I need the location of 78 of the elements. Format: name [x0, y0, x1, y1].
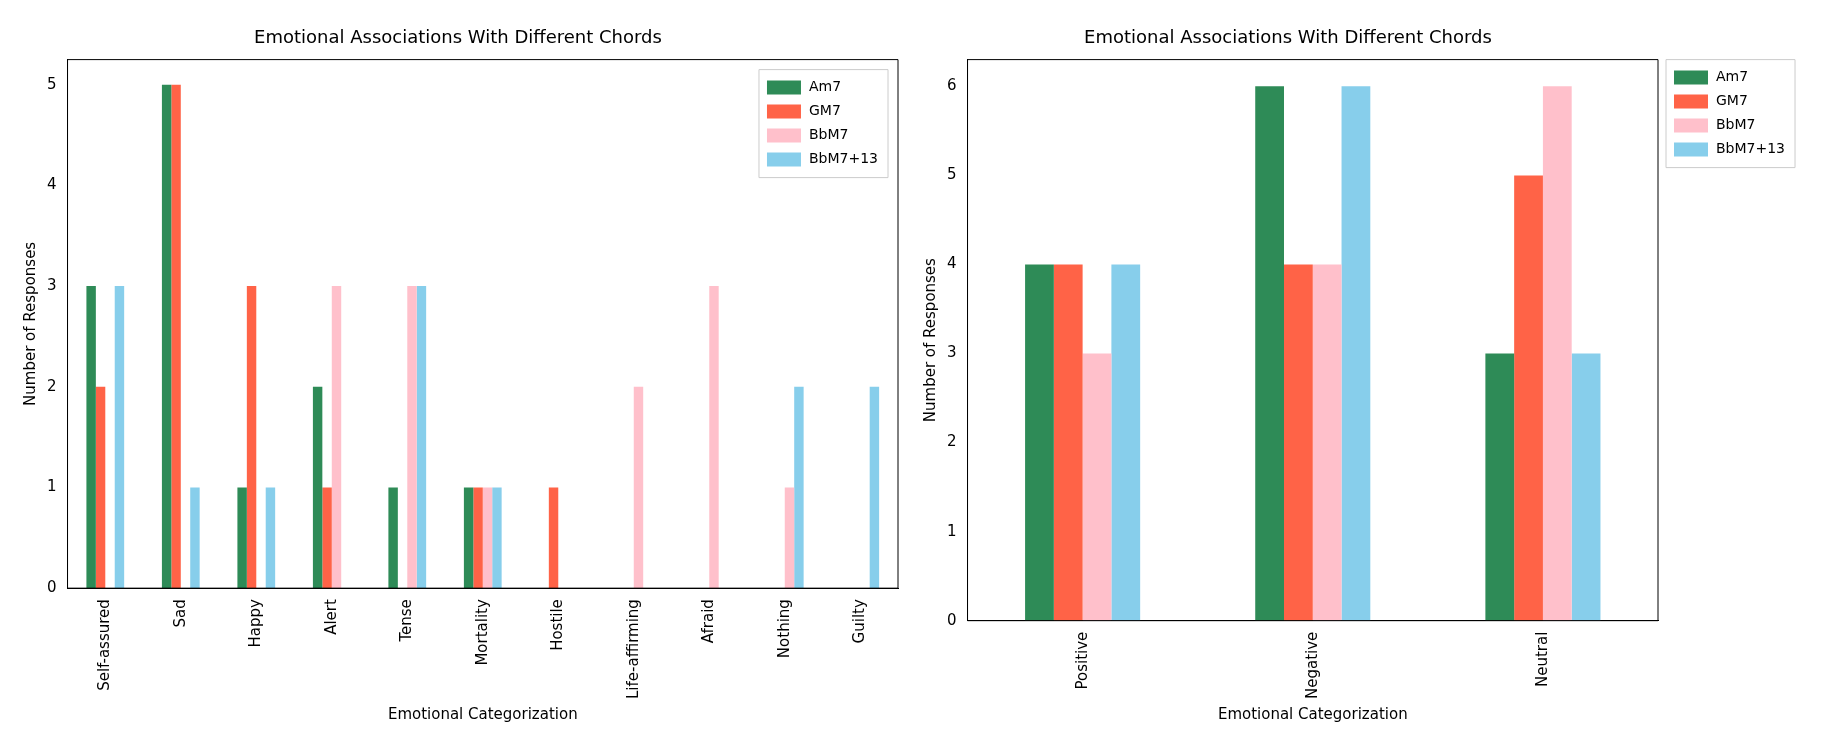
bar — [633, 386, 644, 589]
bar — [1514, 175, 1543, 621]
y-tick-label: 3 — [47, 276, 57, 295]
bar — [114, 286, 125, 589]
y-tick-label: 2 — [947, 432, 957, 451]
y-tick-label: 2 — [47, 376, 57, 395]
bar — [1111, 264, 1141, 621]
bar — [492, 487, 502, 589]
x-tick-label: Sad — [170, 599, 189, 628]
bar — [1053, 264, 1083, 621]
bar — [416, 286, 427, 589]
bar — [171, 84, 181, 589]
bar — [312, 386, 323, 589]
x-tick-label: Happy — [246, 599, 265, 648]
y-tick-label: 6 — [947, 76, 957, 95]
y-tick-label: 5 — [47, 74, 57, 93]
x-tick-label: Tense — [397, 599, 416, 643]
legend-label: Am7 — [1716, 68, 1749, 85]
legend-label: GM7 — [808, 102, 841, 119]
bar — [190, 487, 200, 589]
bar — [237, 487, 247, 589]
y-tick-label: 5 — [947, 165, 957, 184]
bar — [246, 286, 257, 589]
bar — [1571, 353, 1601, 621]
x-tick-label: Afraid — [699, 599, 718, 644]
chart-title: Emotional Associations With Different Chords — [1084, 26, 1492, 48]
legend-label: Am7 — [808, 78, 842, 95]
legend-label: BbM7 — [808, 126, 849, 143]
legend-label: GM7 — [1716, 92, 1748, 109]
bar — [1312, 264, 1342, 621]
bar — [95, 386, 106, 589]
y-tick-label: 0 — [947, 610, 957, 629]
bar — [794, 386, 804, 589]
x-tick-label: Mortality — [472, 599, 491, 666]
x-tick-label: Life-affirming — [623, 599, 642, 700]
bar — [709, 286, 719, 589]
bar — [1485, 353, 1515, 621]
y-axis-title: Number of Responses — [20, 241, 39, 406]
y-tick-label: 1 — [47, 477, 57, 496]
bar — [1082, 353, 1112, 621]
bar — [388, 487, 398, 589]
bar — [1284, 264, 1313, 621]
bar — [407, 286, 417, 589]
bar — [161, 84, 172, 589]
y-tick-label: 1 — [947, 521, 957, 540]
legend-label: BbM7+13 — [808, 150, 879, 167]
x-tick-label: Guilty — [850, 599, 869, 644]
bar — [1025, 264, 1054, 621]
bar — [322, 487, 332, 589]
x-axis-title: Emotional Categorization — [1217, 704, 1408, 723]
y-tick-label: 3 — [947, 343, 957, 362]
bar — [463, 487, 474, 589]
bar — [1341, 86, 1371, 621]
bar — [473, 487, 483, 589]
x-tick-label: Negative — [1302, 631, 1321, 700]
bar — [86, 286, 96, 589]
y-tick-label: 4 — [47, 175, 57, 194]
bar — [482, 487, 493, 589]
bar — [784, 487, 795, 589]
x-axis-title: Emotional Categorization — [387, 704, 578, 723]
y-axis-title: Number of Responses — [920, 257, 939, 423]
legend-label: BbM7 — [1716, 116, 1756, 133]
legend-label: BbM7+13 — [1716, 140, 1786, 157]
bar — [1542, 86, 1572, 621]
bar — [548, 487, 559, 589]
x-tick-label: Positive — [1072, 631, 1091, 690]
x-tick-label: Self-assured — [95, 599, 114, 691]
bar — [331, 286, 342, 589]
x-tick-label: Neutral — [1532, 631, 1551, 688]
chart-title: Emotional Associations With Different Chords — [254, 26, 662, 48]
x-tick-label: Nothing — [774, 599, 793, 659]
bar — [265, 487, 276, 589]
y-tick-label: 0 — [47, 578, 57, 597]
x-tick-label: Hostile — [548, 599, 567, 651]
x-tick-label: Alert — [321, 599, 340, 635]
bar — [869, 386, 880, 589]
bar — [1255, 86, 1284, 621]
y-tick-label: 4 — [947, 254, 957, 273]
